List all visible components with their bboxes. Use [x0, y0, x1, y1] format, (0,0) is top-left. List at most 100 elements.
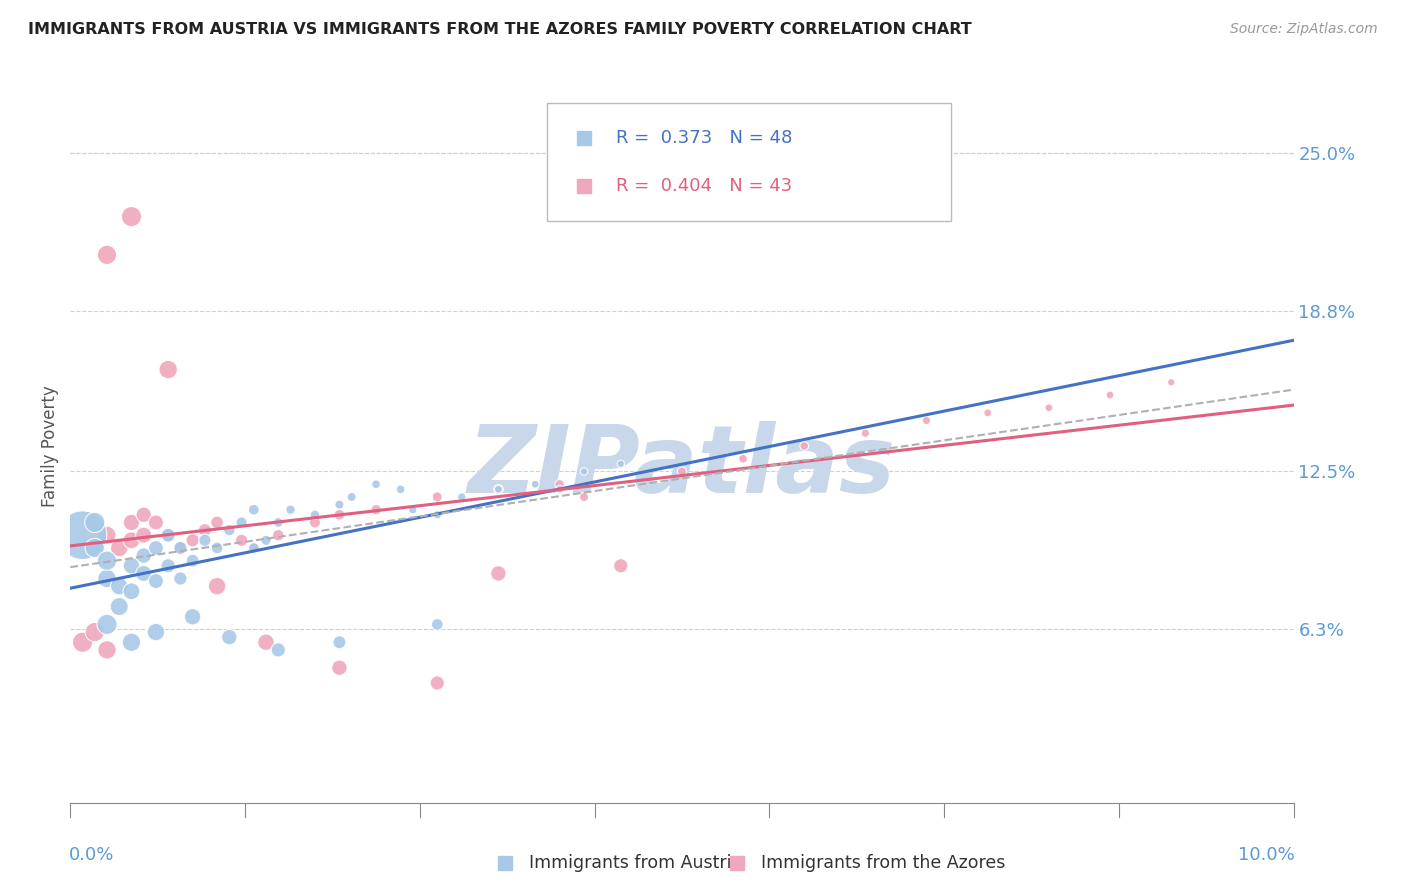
- Point: [194, 523, 217, 537]
- Point: [132, 566, 155, 581]
- Point: [254, 533, 277, 548]
- Point: [96, 643, 118, 657]
- Point: [855, 426, 877, 441]
- Point: [108, 541, 131, 555]
- Point: [328, 508, 350, 522]
- Point: [340, 490, 363, 504]
- Point: [181, 554, 204, 568]
- Point: [304, 516, 326, 530]
- Text: Immigrants from Austria: Immigrants from Austria: [529, 855, 742, 872]
- Point: [121, 533, 143, 548]
- Point: [976, 406, 998, 420]
- Point: [96, 572, 118, 586]
- Point: [108, 599, 131, 614]
- Point: [157, 558, 180, 573]
- Point: [524, 477, 547, 491]
- Point: [169, 572, 191, 586]
- Point: [145, 625, 167, 640]
- Point: [426, 676, 449, 690]
- Point: [157, 528, 180, 542]
- Point: [610, 558, 633, 573]
- Point: [1160, 376, 1182, 390]
- Text: R =  0.373   N = 48: R = 0.373 N = 48: [616, 128, 792, 146]
- Point: [96, 617, 118, 632]
- Point: [194, 533, 217, 548]
- Point: [488, 483, 510, 497]
- Point: [304, 508, 326, 522]
- Point: [96, 554, 118, 568]
- Point: [205, 541, 228, 555]
- Point: [328, 635, 350, 649]
- Point: [121, 558, 143, 573]
- Point: [328, 661, 350, 675]
- Point: [243, 541, 266, 555]
- Point: [254, 635, 277, 649]
- FancyBboxPatch shape: [547, 103, 950, 221]
- Text: IMMIGRANTS FROM AUSTRIA VS IMMIGRANTS FROM THE AZORES FAMILY POVERTY CORRELATION: IMMIGRANTS FROM AUSTRIA VS IMMIGRANTS FR…: [28, 22, 972, 37]
- Point: [671, 465, 693, 479]
- Point: [145, 541, 167, 555]
- Point: [205, 579, 228, 593]
- Point: [572, 490, 595, 504]
- Point: [243, 502, 266, 516]
- Point: [121, 584, 143, 599]
- Text: ZIPatlas: ZIPatlas: [468, 421, 896, 514]
- Y-axis label: Family Poverty: Family Poverty: [41, 385, 59, 507]
- Point: [488, 483, 510, 497]
- Text: 10.0%: 10.0%: [1239, 846, 1295, 863]
- Text: Immigrants from the Azores: Immigrants from the Azores: [762, 855, 1005, 872]
- Point: [145, 516, 167, 530]
- Point: [610, 457, 633, 471]
- Point: [548, 477, 571, 491]
- Point: [548, 483, 571, 497]
- Point: [83, 541, 105, 555]
- Text: Source: ZipAtlas.com: Source: ZipAtlas.com: [1230, 22, 1378, 37]
- Point: [366, 502, 388, 516]
- Point: [366, 477, 388, 491]
- Point: [915, 413, 938, 427]
- Point: [72, 528, 94, 542]
- Point: [1038, 401, 1060, 415]
- Point: [72, 635, 94, 649]
- Point: [132, 528, 155, 542]
- Point: [231, 533, 253, 548]
- Point: [83, 625, 105, 640]
- Point: [1099, 388, 1122, 402]
- Point: [426, 617, 449, 632]
- Point: [733, 451, 755, 466]
- Point: [169, 541, 191, 555]
- Point: [488, 566, 510, 581]
- Point: [121, 635, 143, 649]
- Point: [218, 630, 240, 644]
- Point: [132, 549, 155, 563]
- Point: [108, 579, 131, 593]
- Point: [132, 508, 155, 522]
- Point: [426, 490, 449, 504]
- Point: [96, 528, 118, 542]
- Point: [181, 609, 204, 624]
- Text: 0.0%: 0.0%: [69, 846, 114, 863]
- Point: [267, 643, 290, 657]
- Point: [83, 516, 105, 530]
- Point: [157, 528, 180, 542]
- Point: [450, 490, 472, 504]
- Point: [267, 516, 290, 530]
- Point: [121, 210, 143, 224]
- Point: [243, 541, 266, 555]
- Point: [181, 533, 204, 548]
- Point: [145, 574, 167, 588]
- Point: [280, 502, 302, 516]
- Point: [267, 528, 290, 542]
- Point: [231, 516, 253, 530]
- Point: [402, 502, 425, 516]
- Point: [218, 523, 240, 537]
- Point: [169, 541, 191, 555]
- Point: [96, 248, 118, 262]
- Point: [121, 516, 143, 530]
- Text: R =  0.404   N = 43: R = 0.404 N = 43: [616, 177, 792, 194]
- Point: [426, 508, 449, 522]
- Point: [793, 439, 815, 453]
- Point: [157, 362, 180, 376]
- Point: [572, 465, 595, 479]
- Point: [205, 516, 228, 530]
